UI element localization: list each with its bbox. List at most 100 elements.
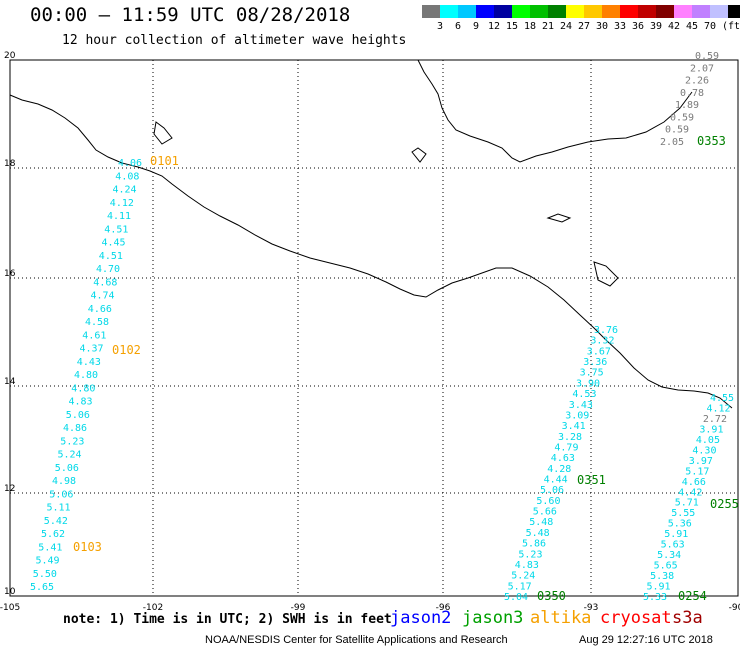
- legend-swatch: [440, 5, 458, 18]
- swh-value: 4.24: [113, 185, 137, 196]
- swh-value: 4.66: [682, 477, 706, 488]
- legend-label: 70: [703, 21, 717, 32]
- swh-value: 4.80: [71, 383, 95, 394]
- swh-value: 4.08: [115, 171, 139, 182]
- swh-value: 4.51: [99, 251, 123, 262]
- swh-value: 3.41: [562, 421, 586, 432]
- pass-label: 0254: [678, 589, 707, 603]
- map-subtitle: 12 hour collection of altimeter wave hei…: [62, 33, 407, 48]
- swh-value: 5.06: [49, 489, 73, 500]
- legend-swatch: [728, 5, 740, 18]
- swh-value: 5.86: [522, 539, 546, 550]
- legend-label: 45: [685, 21, 699, 32]
- swh-value: 0.78: [680, 88, 704, 99]
- swh-value: 5.55: [671, 508, 695, 519]
- swh-value: 5.48: [526, 528, 550, 539]
- swh-value: 5.24: [511, 571, 535, 582]
- island-3: [593, 261, 619, 287]
- swh-value: 3.67: [587, 346, 611, 357]
- pass-label: 0350: [537, 589, 566, 603]
- swh-value: 4.63: [551, 453, 575, 464]
- pass-label: 0101: [150, 154, 179, 168]
- swh-value: 5.49: [36, 556, 60, 567]
- legend-label: 42: [667, 21, 681, 32]
- swh-value: 4.30: [692, 445, 716, 456]
- swh-value: 4.12: [110, 198, 134, 209]
- legend-swatch: [458, 5, 476, 18]
- swh-value: 3.91: [699, 424, 723, 435]
- swh-value: 4.61: [82, 330, 106, 341]
- pass-label: 0103: [73, 540, 102, 554]
- pass-label: 0102: [112, 343, 141, 357]
- legend-unit: (ft): [722, 21, 740, 32]
- legend-label: 33: [613, 21, 627, 32]
- swh-value: 4.06: [118, 158, 142, 169]
- swh-value: 4.74: [91, 291, 115, 302]
- swh-value: 3.09: [565, 410, 589, 421]
- swh-value: 5.33: [643, 592, 667, 603]
- swh-value: 5.65: [654, 561, 678, 572]
- y-tick-label: 12: [4, 484, 15, 494]
- legend-label: 30: [595, 21, 609, 32]
- y-tick-label: 10: [4, 587, 16, 597]
- swh-value: 4.55: [710, 393, 734, 404]
- swh-value: 3.36: [583, 357, 607, 368]
- swh-value: 4.86: [63, 423, 87, 434]
- x-tick-label: -96: [436, 603, 451, 613]
- swh-value: 5.23: [60, 436, 84, 447]
- swh-value: 5.91: [664, 529, 688, 540]
- swh-value: 5.04: [504, 592, 528, 603]
- swh-value: 3.97: [689, 456, 713, 467]
- swh-value: 0.59: [670, 112, 694, 123]
- satellite-jason3: jason3: [462, 608, 524, 628]
- legend-label: 27: [577, 21, 591, 32]
- swh-value: 1.89: [675, 100, 699, 111]
- timestamp-text: Aug 29 12:27:16 UTC 2018: [579, 634, 713, 646]
- swh-value: 5.11: [47, 503, 71, 514]
- swh-value: 5.23: [518, 549, 542, 560]
- swh-value: 3.28: [558, 432, 582, 443]
- satellite-cryosat: cryosat: [600, 608, 672, 628]
- legend-label: 18: [523, 21, 537, 32]
- island-1: [411, 147, 427, 163]
- swh-value: 4.43: [77, 357, 101, 368]
- legend-label: 3: [436, 21, 444, 32]
- pass-label: 0351: [577, 473, 606, 487]
- swh-value: 5.91: [647, 582, 671, 593]
- legend-swatch: [422, 5, 440, 18]
- satellite-jason2: jason2: [390, 608, 452, 628]
- legend-label: 24: [559, 21, 573, 32]
- swh-value: 4.58: [85, 317, 109, 328]
- swh-value: 5.65: [30, 582, 54, 593]
- legend-swatch: [620, 5, 638, 18]
- x-tick-label: -90: [729, 603, 740, 613]
- swh-value: 5.62: [41, 529, 65, 540]
- footnote: note: 1) Time is in UTC; 2) SWH is in fe…: [63, 612, 392, 627]
- lat-lon-grid: -105 -102 -99 -96 -93 -90 20 18 16 14 12 10: [0, 51, 740, 613]
- altimeter-tracks: 4.06 4.08 4.24 4.12 4.11 4.51 4.45 4.51 4.70 4.68…: [30, 51, 739, 603]
- satellite-s3a: s3a: [672, 608, 703, 628]
- swh-value: 3.90: [576, 378, 600, 389]
- swh-value: 4.66: [88, 304, 112, 315]
- swh-value: 4.12: [707, 404, 731, 415]
- y-tick-label: 18: [4, 159, 16, 169]
- x-tick-label: -102: [143, 603, 163, 613]
- x-tick-label: -99: [291, 603, 306, 613]
- legend-swatch: [512, 5, 530, 18]
- swh-value: 5.34: [657, 550, 681, 561]
- swh-value: 3.75: [580, 368, 604, 379]
- island-2: [546, 213, 572, 223]
- swh-value: 5.17: [508, 581, 532, 592]
- swh-value: 5.60: [536, 496, 560, 507]
- swh-value: 5.24: [58, 450, 82, 461]
- swh-value: 2.07: [690, 63, 714, 74]
- gulf-coast: [417, 59, 693, 163]
- map-frame: [9, 59, 739, 597]
- credit-text: NOAA/NESDIS Center for Satellite Applica…: [205, 634, 508, 646]
- y-tick-label: 14: [4, 377, 16, 387]
- y-tick-label: 16: [4, 269, 16, 279]
- swh-value: 0.59: [695, 51, 719, 62]
- legend-swatch: [710, 5, 728, 18]
- swh-value: 4.80: [74, 370, 98, 381]
- swh-value: 0.59: [665, 125, 689, 136]
